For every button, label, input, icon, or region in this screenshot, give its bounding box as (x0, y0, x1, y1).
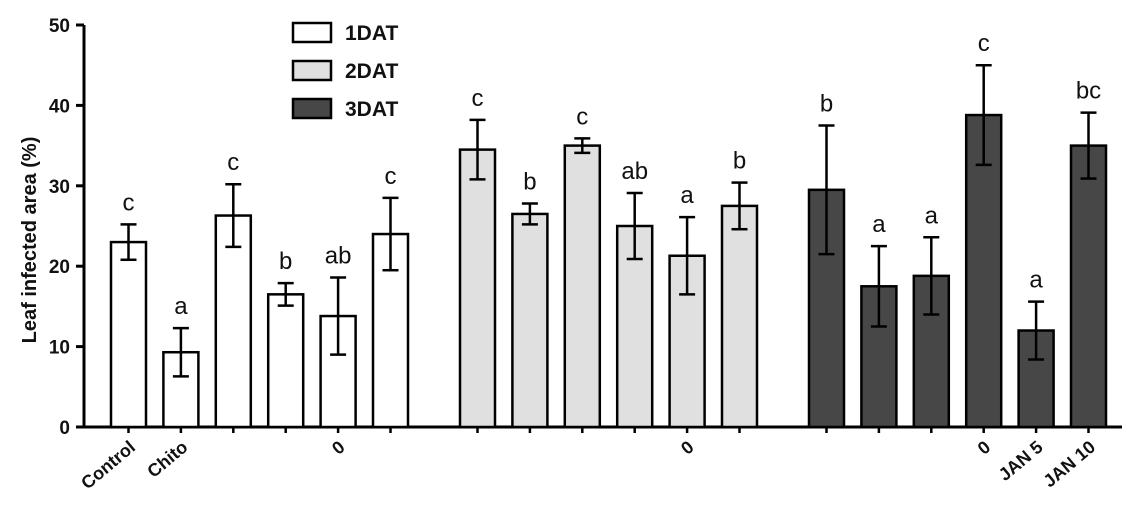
significance-letter: a (680, 182, 694, 209)
bar (214, 214, 253, 429)
y-tick-label: 0 (59, 418, 70, 439)
significance-letter: b (279, 248, 292, 275)
significance-letter: b (733, 148, 746, 175)
y-tick-label: 40 (49, 96, 70, 117)
bar (1069, 144, 1108, 429)
category-label: 0 (328, 437, 349, 459)
bar (563, 144, 602, 429)
category-label: JAN 10 (1039, 437, 1099, 492)
legend-swatch (291, 97, 333, 120)
significance-letter: a (872, 211, 886, 238)
significance-letter: c (227, 149, 239, 176)
significance-letter: c (576, 103, 588, 130)
bar (964, 113, 1003, 429)
bar (458, 148, 497, 429)
category-label: Control (77, 437, 139, 493)
significance-letter: bc (1076, 78, 1101, 105)
legend-label: 2DAT (345, 60, 398, 83)
bar (912, 274, 951, 429)
y-tick-label: 10 (49, 338, 70, 359)
legend-label: 1DAT (345, 22, 398, 45)
error-bars (120, 63, 1097, 378)
significance-letter: ab (325, 242, 352, 269)
significance-letter: a (1029, 267, 1043, 294)
y-tick-label: 30 (49, 177, 70, 198)
legend-label: 3DAT (345, 98, 398, 121)
significance-letter: b (523, 168, 536, 195)
bar (615, 224, 654, 429)
category-label: 0 (974, 437, 995, 459)
y-tick-label: 20 (49, 257, 70, 278)
category-label: Chito (143, 437, 191, 482)
category-label: JAN 5 (995, 437, 1047, 485)
legend-swatch (291, 21, 333, 44)
significance-letter: c (472, 85, 484, 112)
category-label: 0 (677, 437, 698, 459)
y-tick-label: 50 (49, 16, 70, 37)
significance-letter: c (123, 189, 135, 216)
bar (511, 212, 549, 429)
bar (266, 293, 305, 429)
legend: 1DAT 2DAT 3DAT (291, 21, 398, 121)
bar (720, 204, 759, 429)
significance-letter: b (820, 91, 833, 118)
significance-letter: a (925, 202, 939, 229)
bars (109, 113, 1108, 429)
significance-letter: c (978, 30, 990, 57)
y-axis-label: Leaf infected area (%) (19, 137, 41, 344)
significance-letter: ab (621, 158, 648, 185)
significance-letter: a (174, 293, 188, 320)
bar (109, 240, 148, 429)
bar (162, 350, 200, 429)
legend-swatch (291, 59, 333, 82)
significance-letter: c (385, 163, 397, 190)
